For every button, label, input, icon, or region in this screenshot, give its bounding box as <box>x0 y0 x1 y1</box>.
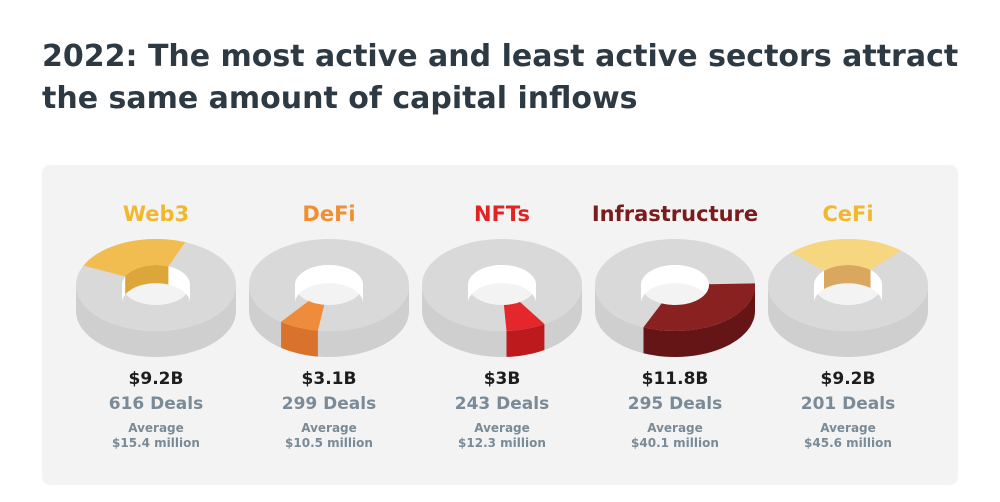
sector-web3: Web3 $9.2B 616 Deals Average $15.4 milli… <box>68 165 244 485</box>
sector-name: DeFi <box>302 202 356 226</box>
donut-ring <box>422 237 582 361</box>
average-label: Average <box>128 421 184 435</box>
deals-count: 299 Deals <box>281 394 377 414</box>
average-value: $12.3 million <box>458 436 546 450</box>
ring-hole <box>641 265 709 304</box>
sector-defi: DeFi $3.1B 299 Deals Average $10.5 milli… <box>241 165 417 485</box>
ring-side <box>76 285 236 357</box>
average-value: $10.5 million <box>285 436 373 450</box>
average-value: $40.1 million <box>631 436 719 450</box>
ring-top <box>422 239 582 331</box>
sector-name: Infrastructure <box>591 202 759 226</box>
segment-side <box>281 321 318 357</box>
donut-ring <box>76 237 236 361</box>
sector-panel: Web3 $9.2B 616 Deals Average $15.4 milli… <box>42 165 958 485</box>
average-value: $15.4 million <box>112 436 200 450</box>
donut-ring <box>768 237 928 361</box>
sector-cefi: CeFi $9.2B 201 Deals Average $45.6 milli… <box>760 165 936 485</box>
capital-amount: $9.2B <box>128 369 184 389</box>
sector-name: NFTs <box>474 202 530 226</box>
average-value: $45.6 million <box>804 436 892 450</box>
segment-side <box>506 324 545 357</box>
sector-infrastructure: Infrastructure $11.8B 295 Deals Average … <box>587 165 763 485</box>
segment-top <box>83 239 186 277</box>
segment-side <box>643 285 755 357</box>
average-label: Average <box>474 421 530 435</box>
ring-hole <box>295 265 363 304</box>
sector-nfts: NFTs $3B 243 Deals Average $12.3 million <box>414 165 590 485</box>
deals-count: 616 Deals <box>108 394 204 414</box>
deals-count: 201 Deals <box>800 394 896 414</box>
donut-svg <box>249 239 409 357</box>
deals-count: 243 Deals <box>454 394 550 414</box>
segment-inner-wall <box>824 265 871 290</box>
donut-ring <box>595 237 755 361</box>
average-label: Average <box>647 421 703 435</box>
ring-side <box>768 285 928 357</box>
donut-svg <box>768 239 928 357</box>
capital-amount: $9.2B <box>820 369 876 389</box>
capital-amount: $11.8B <box>641 369 709 389</box>
sector-name: Web3 <box>122 202 190 226</box>
ring-top <box>249 239 409 331</box>
capital-amount: $3.1B <box>301 369 357 389</box>
donut-ring <box>249 237 409 361</box>
donut-svg <box>422 239 582 357</box>
segment-top <box>643 283 755 331</box>
sector-name: CeFi <box>822 202 874 226</box>
average-label: Average <box>301 421 357 435</box>
donut-svg <box>595 239 755 357</box>
segment-top <box>281 301 325 331</box>
capital-amount: $3B <box>483 369 521 389</box>
page-title: 2022: The most active and least active s… <box>42 39 959 116</box>
segment-top <box>791 239 901 271</box>
deals-count: 295 Deals <box>627 394 723 414</box>
donut-svg <box>76 239 236 357</box>
segment-top <box>503 302 545 331</box>
segment-inner-wall <box>125 265 169 295</box>
ring-hole <box>468 265 536 304</box>
ring-top <box>768 239 928 331</box>
average-label: Average <box>820 421 876 435</box>
